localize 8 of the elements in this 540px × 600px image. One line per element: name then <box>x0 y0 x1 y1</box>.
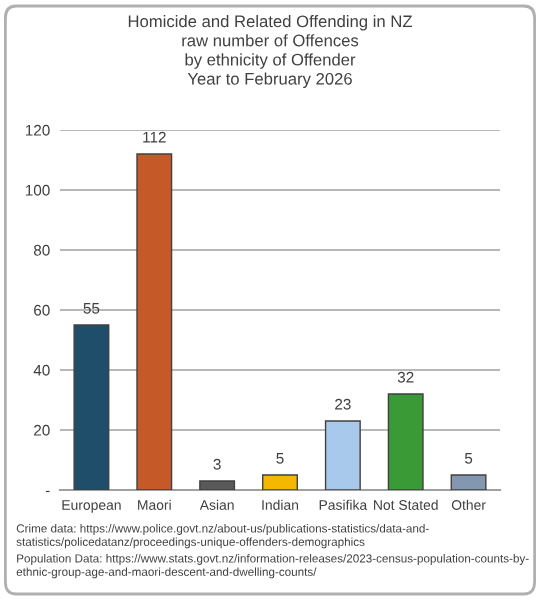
bar <box>136 153 173 490</box>
bar <box>199 480 236 490</box>
bar <box>73 324 110 490</box>
bar <box>450 474 487 490</box>
bar <box>387 393 424 490</box>
chart-title: Homicide and Related Offending in NZ raw number of Offences by ethnicity of Offender Year to February 2026 <box>128 15 413 89</box>
bar <box>262 474 298 490</box>
bar <box>324 420 361 490</box>
